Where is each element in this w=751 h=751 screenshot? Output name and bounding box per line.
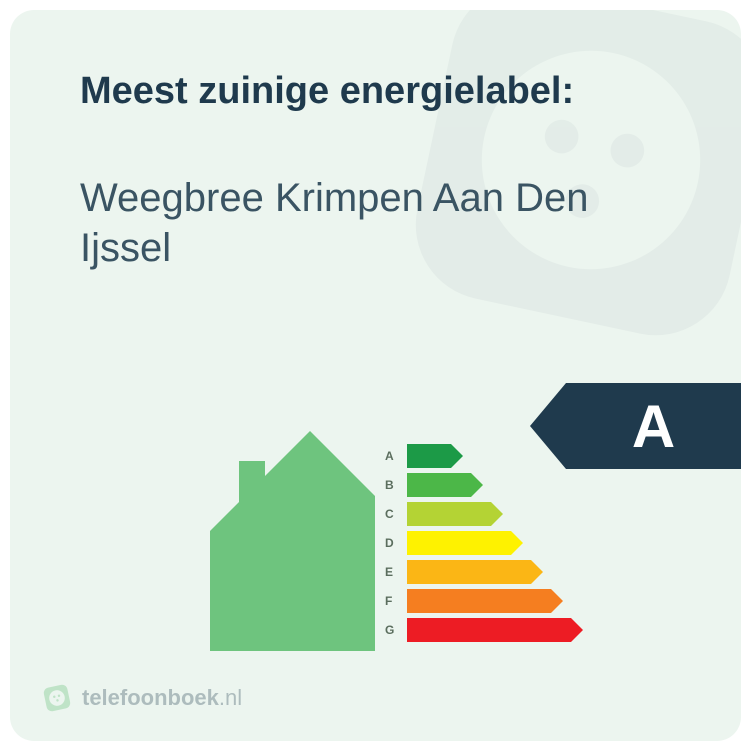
card-subtitle: Weegbree Krimpen Aan Den Ijssel — [80, 173, 640, 273]
house-icon — [210, 431, 375, 651]
energy-bar-row: E — [385, 560, 571, 584]
badge-letter: A — [632, 392, 675, 461]
energy-bar-row: C — [385, 502, 571, 526]
energy-bar — [407, 589, 551, 613]
energy-bar-label: G — [385, 623, 407, 637]
phonebook-icon — [42, 683, 72, 713]
energy-bar-label: D — [385, 536, 407, 550]
footer-tld: .nl — [219, 685, 242, 710]
energy-bar-label: E — [385, 565, 407, 579]
energy-bar — [407, 444, 451, 468]
badge-body: A — [566, 383, 741, 469]
energy-bar-label: B — [385, 478, 407, 492]
badge-arrow — [530, 383, 566, 469]
energy-bar-row: F — [385, 589, 571, 613]
energy-bar — [407, 531, 511, 555]
energy-bar-label: C — [385, 507, 407, 521]
energy-bar-row: G — [385, 618, 571, 642]
footer-text: telefoonboek.nl — [82, 685, 242, 711]
energy-bar — [407, 560, 531, 584]
energy-bar-label: A — [385, 449, 407, 463]
energy-bar — [407, 473, 471, 497]
footer-brand: telefoonboek — [82, 685, 219, 710]
content-area: Meest zuinige energielabel: Weegbree Kri… — [10, 10, 741, 273]
energy-label-card: Meest zuinige energielabel: Weegbree Kri… — [10, 10, 741, 741]
energy-bars: A B C D E F G — [385, 444, 571, 647]
energy-bar-row: B — [385, 473, 571, 497]
energy-bar-label: F — [385, 594, 407, 608]
energy-bar-row: D — [385, 531, 571, 555]
card-title: Meest zuinige energielabel: — [80, 70, 671, 113]
energy-bar — [407, 618, 571, 642]
energy-bar — [407, 502, 491, 526]
footer-logo: telefoonboek.nl — [42, 683, 242, 713]
rating-badge: A — [530, 383, 741, 469]
